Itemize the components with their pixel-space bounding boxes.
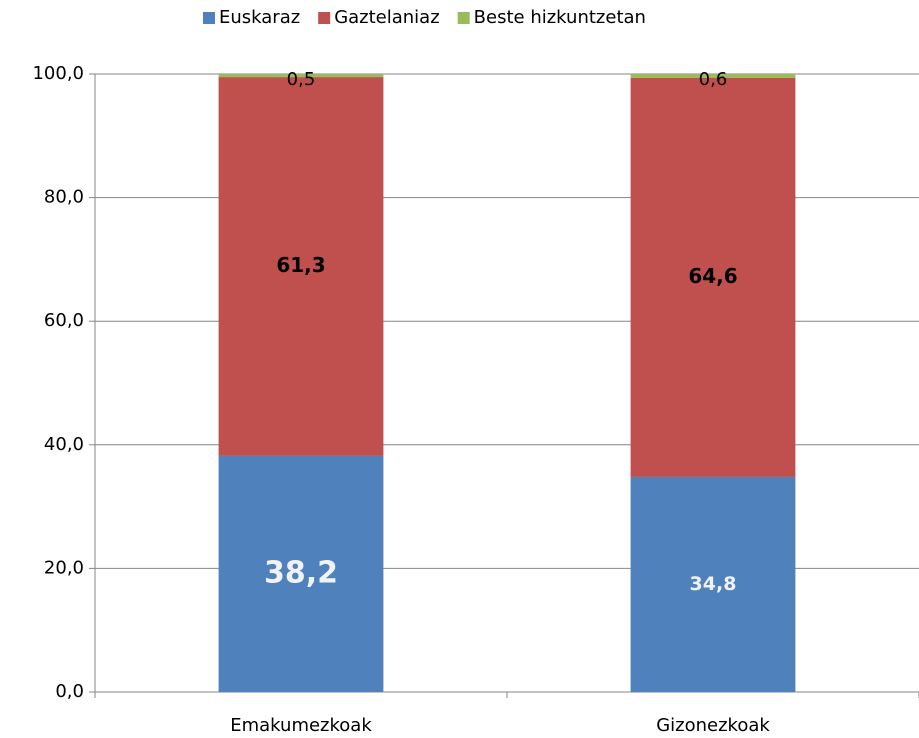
legend-label: Gaztelaniaz: [334, 7, 439, 28]
x-tick-label: Gizonezkoak: [656, 715, 770, 736]
bar-segment: [218, 455, 384, 692]
y-tick-label: 100,0: [32, 63, 84, 84]
bar-segment: [218, 77, 384, 456]
legend-label: Euskaraz: [219, 7, 300, 28]
legend-swatch: [457, 12, 470, 24]
bar-segment: [630, 74, 796, 78]
bar-segment: [630, 476, 796, 692]
x-tick-label: Emakumezkoak: [230, 715, 372, 736]
value-label: 34,8: [690, 573, 737, 595]
legend-swatch: [318, 12, 331, 24]
value-label: 0,5: [287, 69, 316, 90]
bar-segment: [218, 74, 384, 78]
bar-segment: [630, 77, 796, 477]
y-tick-label: 80,0: [44, 187, 84, 208]
y-tick-label: 0,0: [55, 681, 84, 702]
y-tick-label: 60,0: [44, 310, 84, 331]
value-label: 61,3: [276, 253, 325, 277]
legend-swatch: [203, 12, 215, 24]
y-tick-label: 40,0: [44, 434, 84, 455]
value-label: 64,6: [688, 264, 737, 288]
legend-label: Beste hizkuntzetan: [474, 7, 646, 28]
value-label: 38,2: [264, 555, 338, 590]
y-tick-label: 20,0: [44, 557, 84, 578]
value-label: 0,6: [699, 69, 728, 90]
